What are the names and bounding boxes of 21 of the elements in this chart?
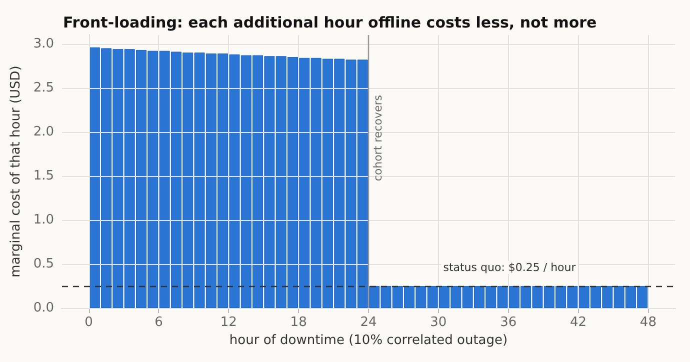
y-tick-label: 0.5: [33, 256, 54, 272]
x-tick-label: 36: [500, 315, 517, 330]
y-tick-label: 3.0: [33, 36, 54, 52]
ref-line-label: cohort recovers: [372, 94, 384, 182]
x-tick-label: 24: [360, 315, 377, 330]
y-tick-label: 2.5: [33, 80, 54, 96]
y-tick-label: 2.0: [33, 124, 54, 140]
x-tick-label: 0: [84, 315, 93, 330]
x-tick-label: 6: [154, 315, 163, 330]
x-axis-title: hour of downtime (10% correlated outage): [229, 332, 508, 348]
chart-title: Front-loading: each additional hour offline costs less, not more: [63, 14, 597, 32]
x-tick-label: 18: [290, 315, 307, 330]
y-tick-label: 0.0: [33, 300, 54, 316]
x-tick-label: 42: [570, 315, 587, 330]
y-tick-label: 1.0: [33, 212, 54, 228]
x-tick-label: 12: [220, 315, 237, 330]
ref-line-label: status quo: $0.25 / hour: [443, 260, 576, 274]
x-tick-label: 30: [430, 315, 447, 330]
y-tick-label: 1.5: [33, 168, 54, 184]
y-axis-title: marginal cost of that hour (USD): [8, 66, 24, 278]
x-tick-label: 48: [640, 315, 656, 330]
